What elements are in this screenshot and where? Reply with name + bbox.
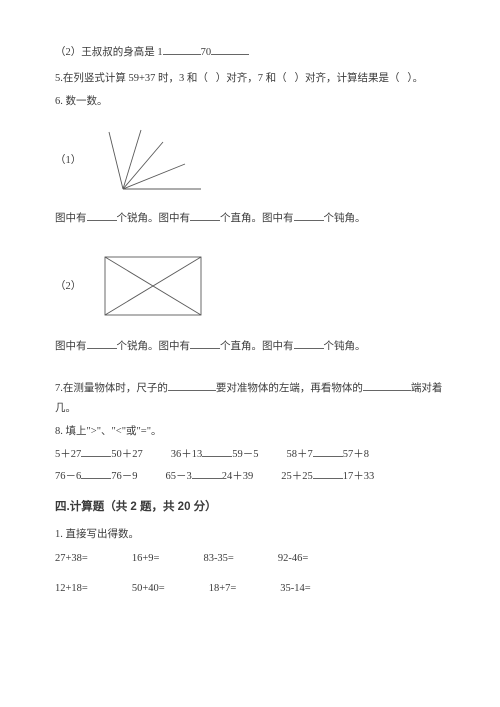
rhs: 76－9 bbox=[111, 471, 137, 482]
txt: 个直角。图中有 bbox=[220, 341, 294, 352]
fig1-label: （1） bbox=[55, 151, 83, 171]
cell: 18+7= bbox=[209, 579, 237, 599]
lhs: 36＋13 bbox=[171, 449, 203, 460]
q8-row2: 76－6 76－9 65－3 24＋39 25＋25 17＋33 bbox=[55, 467, 445, 487]
blank[interactable] bbox=[81, 470, 111, 479]
txt: 个直角。图中有 bbox=[220, 213, 294, 224]
txt: 个钝角。 bbox=[324, 341, 366, 352]
cell: 50+40= bbox=[132, 579, 165, 599]
q5-b: ）对齐，7 和（ bbox=[216, 73, 287, 84]
blank[interactable] bbox=[168, 381, 216, 390]
cell: 27+38= bbox=[55, 549, 88, 569]
q8-title: 8. 填上">"、"<"或"="。 bbox=[55, 422, 445, 442]
txt: 个锐角。图中有 bbox=[117, 341, 191, 352]
rhs: 59－5 bbox=[232, 449, 258, 460]
cell: 65－3 24＋39 bbox=[166, 467, 254, 487]
fig1-question: 图中有 个锐角。图中有 个直角。图中有 个钝角。 bbox=[55, 209, 445, 229]
lhs: 76－6 bbox=[55, 471, 81, 482]
cell: 76－6 76－9 bbox=[55, 467, 138, 487]
q7: 7.在测量物体时，尺子的要对准物体的左端，再看物体的端对着几。 bbox=[55, 379, 445, 419]
txt: 个钝角。 bbox=[324, 213, 366, 224]
txt: 个锐角。图中有 bbox=[117, 213, 191, 224]
blank[interactable] bbox=[190, 339, 220, 348]
figure-1-angles bbox=[93, 124, 213, 199]
figure-1-row: （1） bbox=[55, 124, 445, 199]
q7-b: 要对准物体的左端，再看物体的 bbox=[216, 383, 363, 394]
blank[interactable] bbox=[202, 447, 232, 456]
q8-row1: 5＋27 50＋27 36＋13 59－5 58＋7 57＋8 bbox=[55, 445, 445, 465]
lhs: 25＋25 bbox=[281, 471, 313, 482]
rhs: 50＋27 bbox=[111, 449, 143, 460]
cell: 83-35= bbox=[203, 549, 233, 569]
section-4-title: 四.计算题（共 2 题，共 20 分） bbox=[55, 497, 445, 519]
cell: 58＋7 57＋8 bbox=[287, 445, 370, 465]
lhs: 5＋27 bbox=[55, 449, 81, 460]
lhs: 65－3 bbox=[166, 471, 192, 482]
cell: 12+18= bbox=[55, 579, 88, 599]
q7-a: 7.在测量物体时，尺子的 bbox=[55, 383, 168, 394]
blank[interactable] bbox=[190, 211, 220, 220]
cell: 16+9= bbox=[132, 549, 160, 569]
fig2-label: （2） bbox=[55, 277, 83, 297]
q2-text-a: （2）王叔叔的身高是 1 bbox=[55, 47, 163, 58]
s4-row2: 12+18= 50+40= 18+7= 35-14= bbox=[55, 579, 445, 599]
blank[interactable] bbox=[294, 211, 324, 220]
s4-row1: 27+38= 16+9= 83-35= 92-46= bbox=[55, 549, 445, 569]
lhs: 58＋7 bbox=[287, 449, 313, 460]
q5-c: ）对齐，计算结果是（ bbox=[295, 73, 400, 84]
blank[interactable] bbox=[363, 381, 411, 390]
rhs: 24＋39 bbox=[222, 471, 254, 482]
cell: 5＋27 50＋27 bbox=[55, 445, 143, 465]
blank-paren[interactable] bbox=[208, 73, 216, 84]
fig2-question: 图中有 个锐角。图中有 个直角。图中有 个钝角。 bbox=[55, 337, 445, 357]
blank-paren[interactable] bbox=[287, 73, 295, 84]
txt: 图中有 bbox=[55, 213, 87, 224]
rhs: 17＋33 bbox=[343, 471, 375, 482]
txt: 图中有 bbox=[55, 341, 87, 352]
blank[interactable] bbox=[313, 470, 343, 479]
rhs: 57＋8 bbox=[343, 449, 369, 460]
blank[interactable] bbox=[211, 46, 249, 55]
blank[interactable] bbox=[163, 46, 201, 55]
q2-text-b: 70 bbox=[201, 47, 212, 58]
s4-q1: 1. 直接写出得数。 bbox=[55, 525, 445, 545]
cell: 92-46= bbox=[278, 549, 308, 569]
q2-sub2: （2）王叔叔的身高是 1 70 bbox=[55, 43, 445, 63]
blank[interactable] bbox=[294, 339, 324, 348]
cell: 25＋25 17＋33 bbox=[281, 467, 374, 487]
figure-2-row: （2） bbox=[55, 251, 445, 323]
q5-d: ）。 bbox=[407, 73, 423, 84]
blank[interactable] bbox=[192, 470, 222, 479]
cell: 35-14= bbox=[280, 579, 310, 599]
blank[interactable] bbox=[313, 447, 343, 456]
blank[interactable] bbox=[81, 447, 111, 456]
q6-title: 6. 数一数。 bbox=[55, 92, 445, 112]
blank[interactable] bbox=[87, 339, 117, 348]
figure-2-rect bbox=[93, 251, 213, 323]
q5: 5.在列竖式计算 59+37 时，3 和（ ）对齐，7 和（ ）对齐，计算结果是… bbox=[55, 69, 445, 89]
q5-a: 5.在列竖式计算 59+37 时，3 和（ bbox=[55, 73, 208, 84]
cell: 36＋13 59－5 bbox=[171, 445, 259, 465]
blank[interactable] bbox=[87, 211, 117, 220]
